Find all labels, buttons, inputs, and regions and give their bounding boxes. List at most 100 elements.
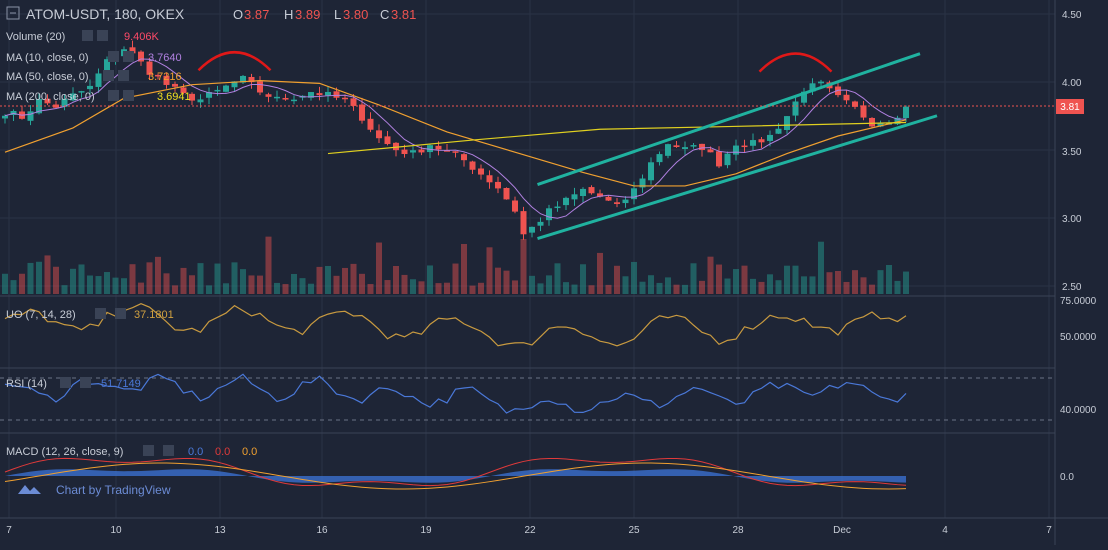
tradingview-logo-icon bbox=[18, 485, 41, 494]
candle bbox=[189, 93, 195, 101]
candle bbox=[274, 96, 280, 99]
settings-icon[interactable] bbox=[103, 70, 114, 81]
volume-bar bbox=[588, 285, 595, 294]
volume-bar bbox=[282, 284, 289, 294]
low-value: 3.80 bbox=[343, 7, 368, 22]
macd-line bbox=[4, 462, 907, 490]
collapse-icon[interactable] bbox=[6, 6, 20, 20]
ma200-line bbox=[327, 121, 907, 155]
candle bbox=[503, 188, 510, 200]
last-price: 3.81 bbox=[1060, 102, 1080, 113]
candle bbox=[495, 181, 501, 189]
volume-bar bbox=[775, 280, 782, 294]
candle bbox=[401, 149, 408, 155]
settings-icon[interactable] bbox=[143, 445, 154, 456]
candle bbox=[155, 74, 161, 77]
volume-bar bbox=[189, 275, 195, 294]
candle bbox=[308, 92, 314, 98]
candle bbox=[750, 140, 756, 146]
volume-bar bbox=[478, 282, 484, 294]
close-icon[interactable] bbox=[163, 445, 174, 456]
rsi-line bbox=[4, 373, 907, 414]
candle bbox=[860, 105, 867, 118]
uo-axis-tick: 75.0000 bbox=[1060, 296, 1097, 307]
candle bbox=[784, 116, 790, 130]
ma200-value: 3.6941 bbox=[157, 91, 191, 103]
time-tick: 13 bbox=[214, 525, 226, 536]
candle bbox=[537, 221, 544, 226]
volume-bar bbox=[333, 275, 340, 294]
candle bbox=[716, 151, 722, 167]
volume-bar bbox=[614, 265, 620, 294]
volume-bar bbox=[172, 285, 178, 294]
volume-bar bbox=[597, 252, 603, 294]
candle bbox=[427, 145, 433, 153]
candle bbox=[665, 144, 671, 156]
candle bbox=[554, 206, 561, 209]
candle bbox=[367, 118, 374, 130]
volume-bar bbox=[2, 273, 8, 294]
volume-bar bbox=[95, 276, 102, 294]
candle bbox=[835, 86, 841, 96]
rsi-axis-tick: 40.0000 bbox=[1060, 405, 1097, 416]
time-tick: 25 bbox=[628, 525, 640, 536]
close-icon[interactable] bbox=[80, 377, 91, 388]
candle bbox=[639, 178, 646, 188]
settings-icon[interactable] bbox=[108, 90, 119, 101]
candle bbox=[214, 89, 221, 92]
volume-bar bbox=[665, 277, 671, 294]
volume-bar bbox=[384, 280, 391, 294]
close-icon[interactable] bbox=[123, 90, 134, 101]
volume-bar bbox=[308, 283, 314, 294]
volume-bar bbox=[784, 265, 790, 294]
candle bbox=[877, 123, 884, 127]
candle bbox=[656, 154, 663, 163]
tradingview-branding[interactable]: Chart by TradingView bbox=[18, 483, 171, 497]
candle bbox=[707, 149, 714, 153]
volume-bar bbox=[163, 273, 170, 294]
volume-bar bbox=[444, 282, 450, 294]
open-value: 3.87 bbox=[244, 7, 269, 22]
macd-label: MACD (12, 26, close, 9) bbox=[6, 446, 123, 458]
candle bbox=[605, 196, 612, 201]
settings-icon[interactable] bbox=[95, 308, 106, 319]
settings-icon[interactable] bbox=[82, 30, 93, 41]
candle bbox=[682, 147, 688, 150]
volume-bar bbox=[682, 284, 688, 294]
candle bbox=[87, 85, 93, 90]
candle bbox=[350, 98, 357, 106]
volume-bar bbox=[809, 276, 816, 294]
candle bbox=[452, 151, 459, 153]
close-icon[interactable] bbox=[118, 70, 129, 81]
volume-bar bbox=[70, 268, 76, 294]
volume-bar bbox=[197, 263, 204, 294]
time-tick: 28 bbox=[732, 525, 744, 536]
candle bbox=[172, 83, 178, 87]
settings-icon[interactable] bbox=[108, 51, 119, 62]
uo-axis-tick: 50.0000 bbox=[1060, 332, 1097, 343]
volume-bar bbox=[869, 284, 875, 294]
candle bbox=[809, 83, 816, 92]
volume-bar bbox=[673, 284, 680, 294]
time-axis: 7 10 13 16 19 22 25 28 Dec 4 7 bbox=[6, 525, 1052, 536]
settings-icon[interactable] bbox=[60, 377, 71, 388]
volume-bar bbox=[554, 263, 561, 294]
close-icon[interactable] bbox=[97, 30, 108, 41]
volume-bar bbox=[860, 277, 867, 294]
ma50-line bbox=[4, 80, 907, 187]
candle bbox=[70, 93, 76, 101]
volume-bar bbox=[180, 267, 187, 294]
volume-bar bbox=[53, 266, 59, 294]
close-icon[interactable] bbox=[115, 308, 126, 319]
candle bbox=[291, 99, 297, 102]
close-icon[interactable] bbox=[123, 51, 134, 62]
high-key: H bbox=[284, 7, 293, 22]
volume-bar bbox=[707, 256, 714, 294]
candle bbox=[359, 104, 365, 121]
volume-bar bbox=[146, 262, 153, 294]
price-tick: 4.50 bbox=[1062, 10, 1082, 21]
volume-bar bbox=[512, 280, 518, 294]
volume-bar bbox=[886, 264, 892, 294]
channel-upper-line bbox=[537, 52, 921, 187]
candle bbox=[257, 81, 263, 93]
